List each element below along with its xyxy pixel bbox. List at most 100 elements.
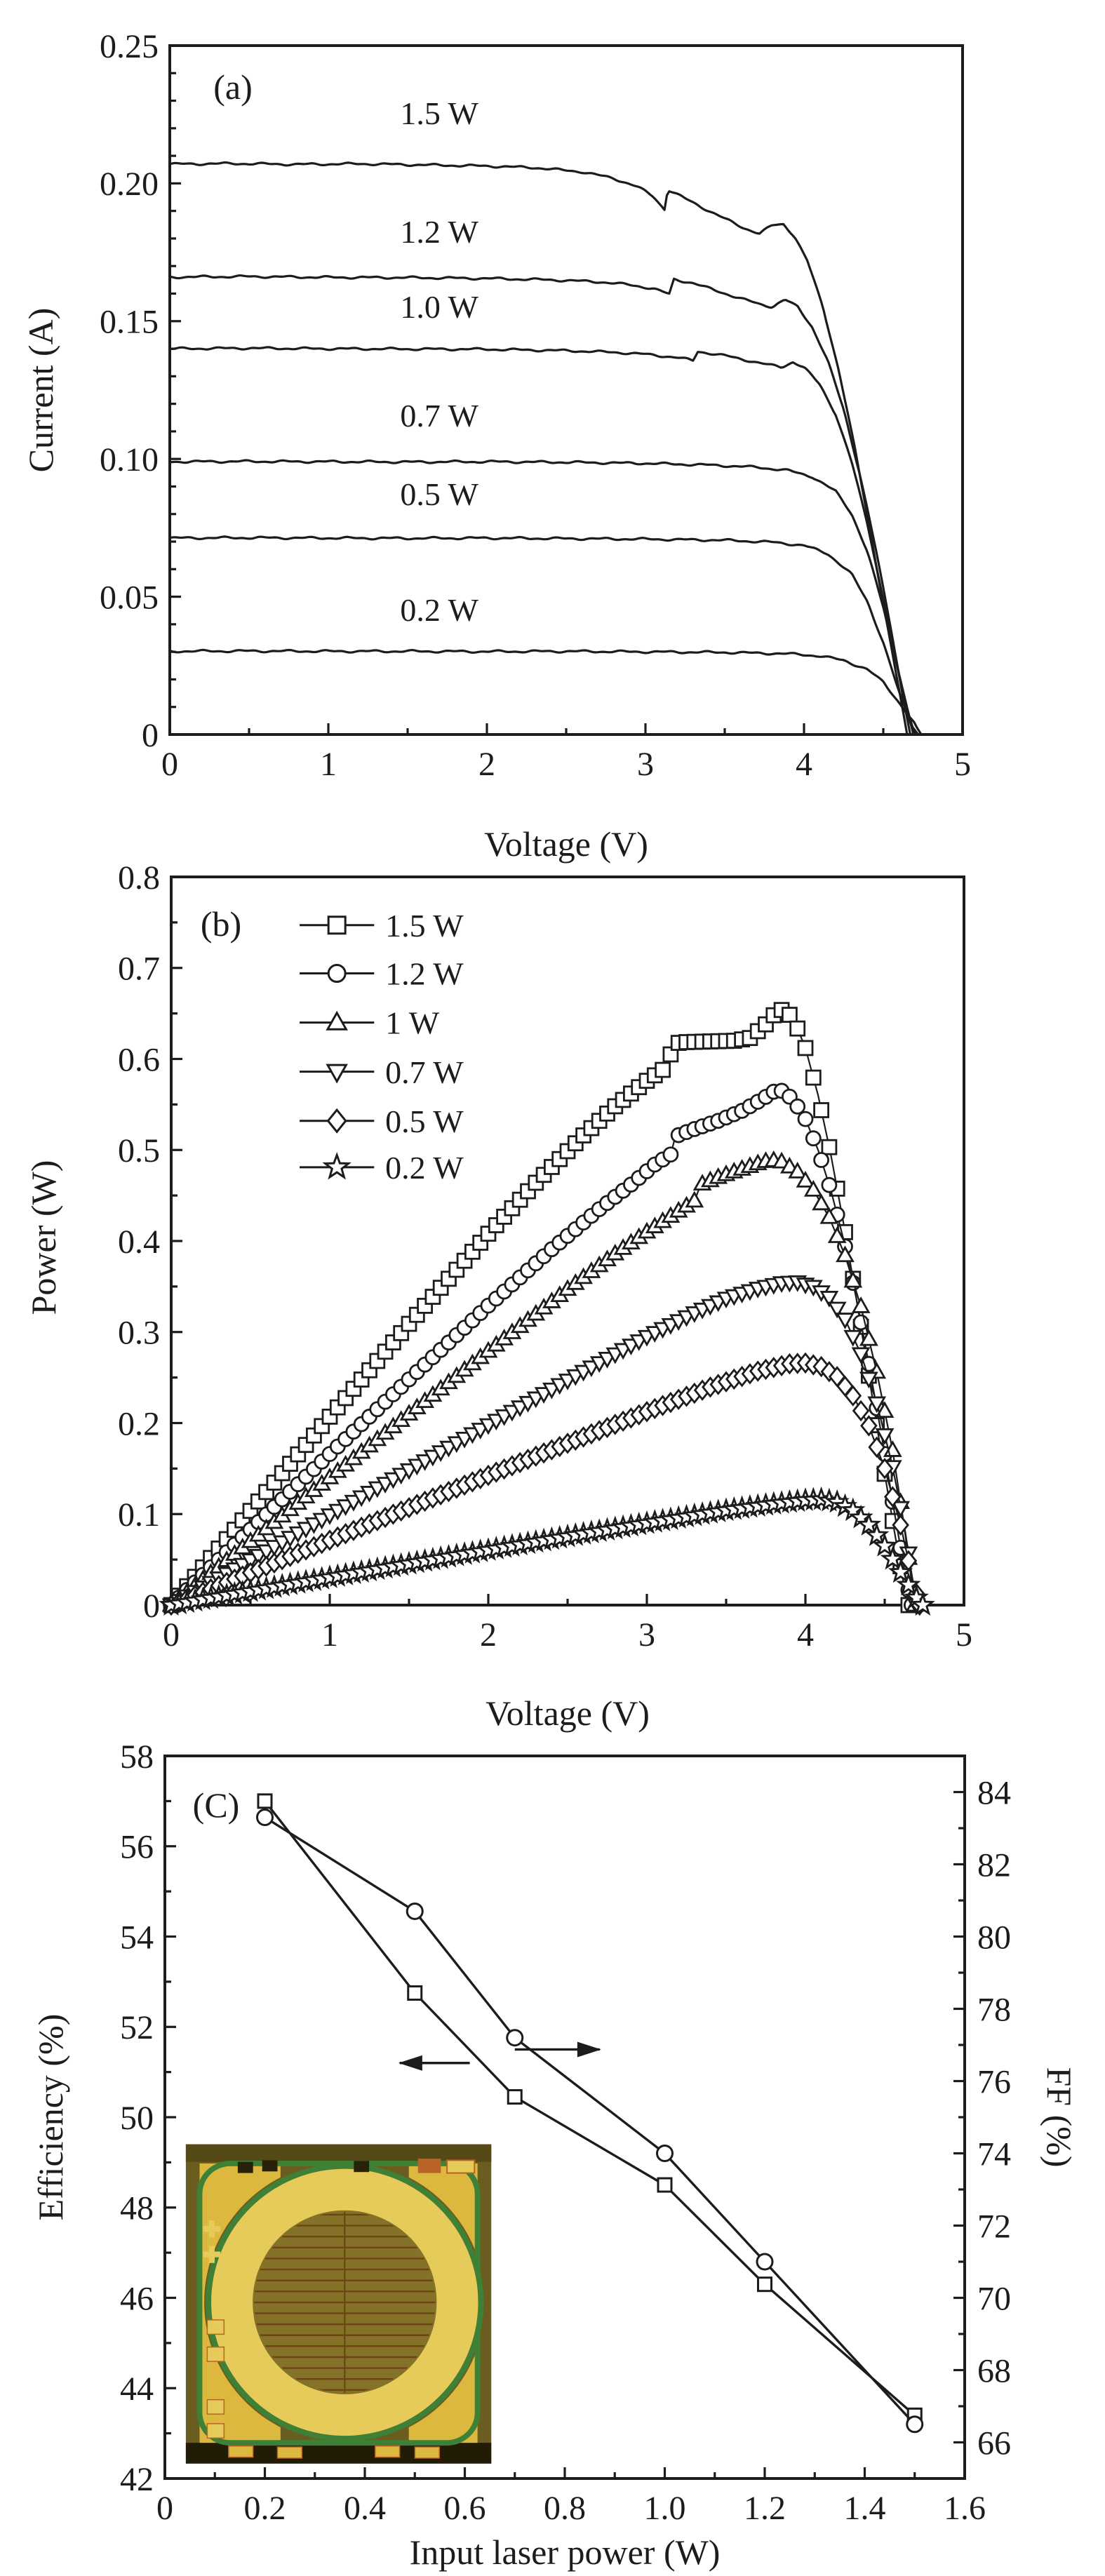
accent-block [417, 2159, 441, 2173]
panel-b-x-axis-title: Voltage (V) [485, 1693, 650, 1733]
series-ff-line [264, 1816, 916, 2425]
series-efficiency-line [264, 1800, 916, 2417]
panel-b: 0 1 2 3 4 5 0 0.1 0.2 0.3 0.4 0.5 0.6 0.7 0.8 1.5 W 1.2 … [118, 859, 972, 1653]
y-tick-label: 42 [120, 2461, 154, 2498]
efficiency-axis-arrow [398, 2055, 470, 2071]
x-tick-label: 1.4 [844, 2490, 886, 2527]
photo-top-strip [185, 2144, 492, 2162]
y-tick-label-right: 68 [977, 2352, 1011, 2389]
x-tick-label: 1.0 [644, 2490, 686, 2527]
series-0-2-w-marker [910, 1592, 935, 1616]
y-ticks-left: 0 0.1 0.2 0.3 0.4 0.5 0.6 0.7 0.8 [118, 859, 182, 1625]
series-1-w-marker [851, 1296, 871, 1313]
curve-label-0-2-w: 0.2 W [400, 592, 478, 628]
top-glyph [354, 2161, 370, 2173]
series-0-5-w-marker [884, 1486, 902, 1508]
y-tick-label: 48 [120, 2190, 154, 2227]
y-tick-label: 0.25 [100, 28, 159, 65]
series-0-5-w-marker [876, 1458, 894, 1480]
series-0-5-w-marker [852, 1400, 870, 1422]
legend-label: 1 W [385, 1005, 440, 1041]
x-tick-label: 2 [478, 746, 495, 783]
y-tick-label: 56 [120, 1829, 154, 1866]
legend-item-1-2-w: 1.2 W [300, 956, 464, 992]
bottom-glyph [228, 2445, 254, 2458]
series-1-w-marker [812, 1193, 831, 1211]
edge-pad [206, 2399, 225, 2415]
y-tick-label: 0.5 [118, 1132, 160, 1169]
legend-triangle-up-icon [326, 1010, 348, 1031]
x-tick-label: 3 [638, 1616, 655, 1653]
legend-label: 0.5 W [385, 1103, 464, 1139]
panel-b-letter: (b) [201, 904, 241, 944]
panel-a-x-axis-title: Voltage (V) [484, 824, 648, 864]
legend: 1.5 W 1.2 W 1 W 0.7 W 0.5 W 0.2 W [300, 908, 464, 1186]
series-1-w-marker [859, 1329, 878, 1346]
y-ticks-left: 0 0.05 0.10 0.15 0.20 0.25 [100, 28, 181, 754]
series-1-5-w-marker [821, 1139, 838, 1155]
y-tick-label-right: 70 [977, 2280, 1011, 2317]
legend-diamond-icon [326, 1108, 347, 1134]
series-1-5-w-marker [782, 1007, 798, 1023]
series-ff-marker [256, 1809, 274, 1827]
y-tick-label-right: 84 [977, 1774, 1011, 1811]
panel-a-letter: (a) [213, 67, 253, 107]
series-0-5-w-marker [860, 1415, 878, 1437]
x-tick-label: 0.4 [344, 2490, 386, 2527]
series-0-5-w [162, 1352, 929, 1616]
series-0-5-w-marker [892, 1514, 909, 1536]
curve-label-0-7-w: 0.7 W [400, 398, 478, 434]
series-0-5-w-marker [844, 1385, 862, 1407]
series-0-5-w-marker [868, 1436, 885, 1458]
y-tick-label: 44 [120, 2370, 154, 2408]
series-1-w-marker [685, 1190, 704, 1208]
bottom-glyph [276, 2446, 303, 2459]
x-tick-label: 0 [163, 1616, 180, 1653]
y-tick-label: 0.3 [118, 1315, 160, 1352]
series-ff-marker [506, 2029, 524, 2047]
y-ticks-right: 66 68 70 72 74 76 78 80 82 84 [953, 1755, 1011, 2480]
panel-a: 0 1 2 3 4 5 0 0.05 0.10 0.15 0.20 0.25 1.5 W 1.2 W 1.0… [100, 28, 971, 783]
x-tick-label: 0.2 [244, 2490, 286, 2527]
x-tick-label: 1.6 [944, 2490, 986, 2527]
legend-label: 1.2 W [385, 956, 464, 992]
legend-label: 0.7 W [385, 1054, 464, 1090]
legend-item-0-7-w: 0.7 W [300, 1054, 464, 1090]
panel-c-letter: (C) [193, 1785, 240, 1825]
edge-pad [206, 2423, 225, 2439]
series-ff-marker [406, 1902, 424, 1920]
top-glyph [262, 2160, 278, 2172]
x-tick-label: 0.6 [444, 2490, 486, 2527]
series-0-7-w-marker [859, 1371, 878, 1389]
series-1-5-w-marker [789, 1020, 806, 1037]
series-1-5-w-line [169, 161, 909, 735]
legend-item-0-5-w: 0.5 W [300, 1103, 464, 1139]
x-tick-label: 0 [156, 2490, 173, 2527]
y-tick-label-right: 78 [977, 1991, 1011, 2028]
series-1-5-w-marker [813, 1102, 829, 1118]
y-tick-label: 0.4 [118, 1223, 160, 1261]
y-tick-label: 0.6 [118, 1041, 160, 1078]
x-ticks: 0 0.2 0.4 0.6 0.8 1.0 1.2 1.4 1.6 [156, 2467, 986, 2527]
series-0-7-w-marker [827, 1301, 847, 1319]
edge-pad [206, 2319, 225, 2335]
x-tick-label: 4 [796, 746, 812, 783]
green-outline-circle [206, 2163, 484, 2442]
series-1-w-marker [875, 1401, 895, 1418]
series-1-2-w-marker [797, 1111, 814, 1127]
series-0-7-w-marker [875, 1428, 895, 1445]
series-0-2-w [159, 1486, 935, 1616]
cross-fiducial [208, 2220, 215, 2238]
panel-b-y-axis-title: Power (W) [24, 1160, 63, 1315]
y-tick-label-right: 72 [977, 2208, 1011, 2245]
grid-lines [254, 2211, 436, 2394]
series-ff-marker [656, 2145, 674, 2162]
panel-c-x-axis-title: Input laser power (W) [409, 2533, 721, 2572]
series-0-2-w-line [169, 648, 923, 735]
arrow-head [398, 2055, 422, 2071]
x-tick-label: 3 [637, 746, 654, 783]
y-tick-label: 0.05 [100, 579, 159, 616]
series-0-2-w-marker [856, 1512, 882, 1536]
y-tick-label: 46 [120, 2280, 154, 2317]
